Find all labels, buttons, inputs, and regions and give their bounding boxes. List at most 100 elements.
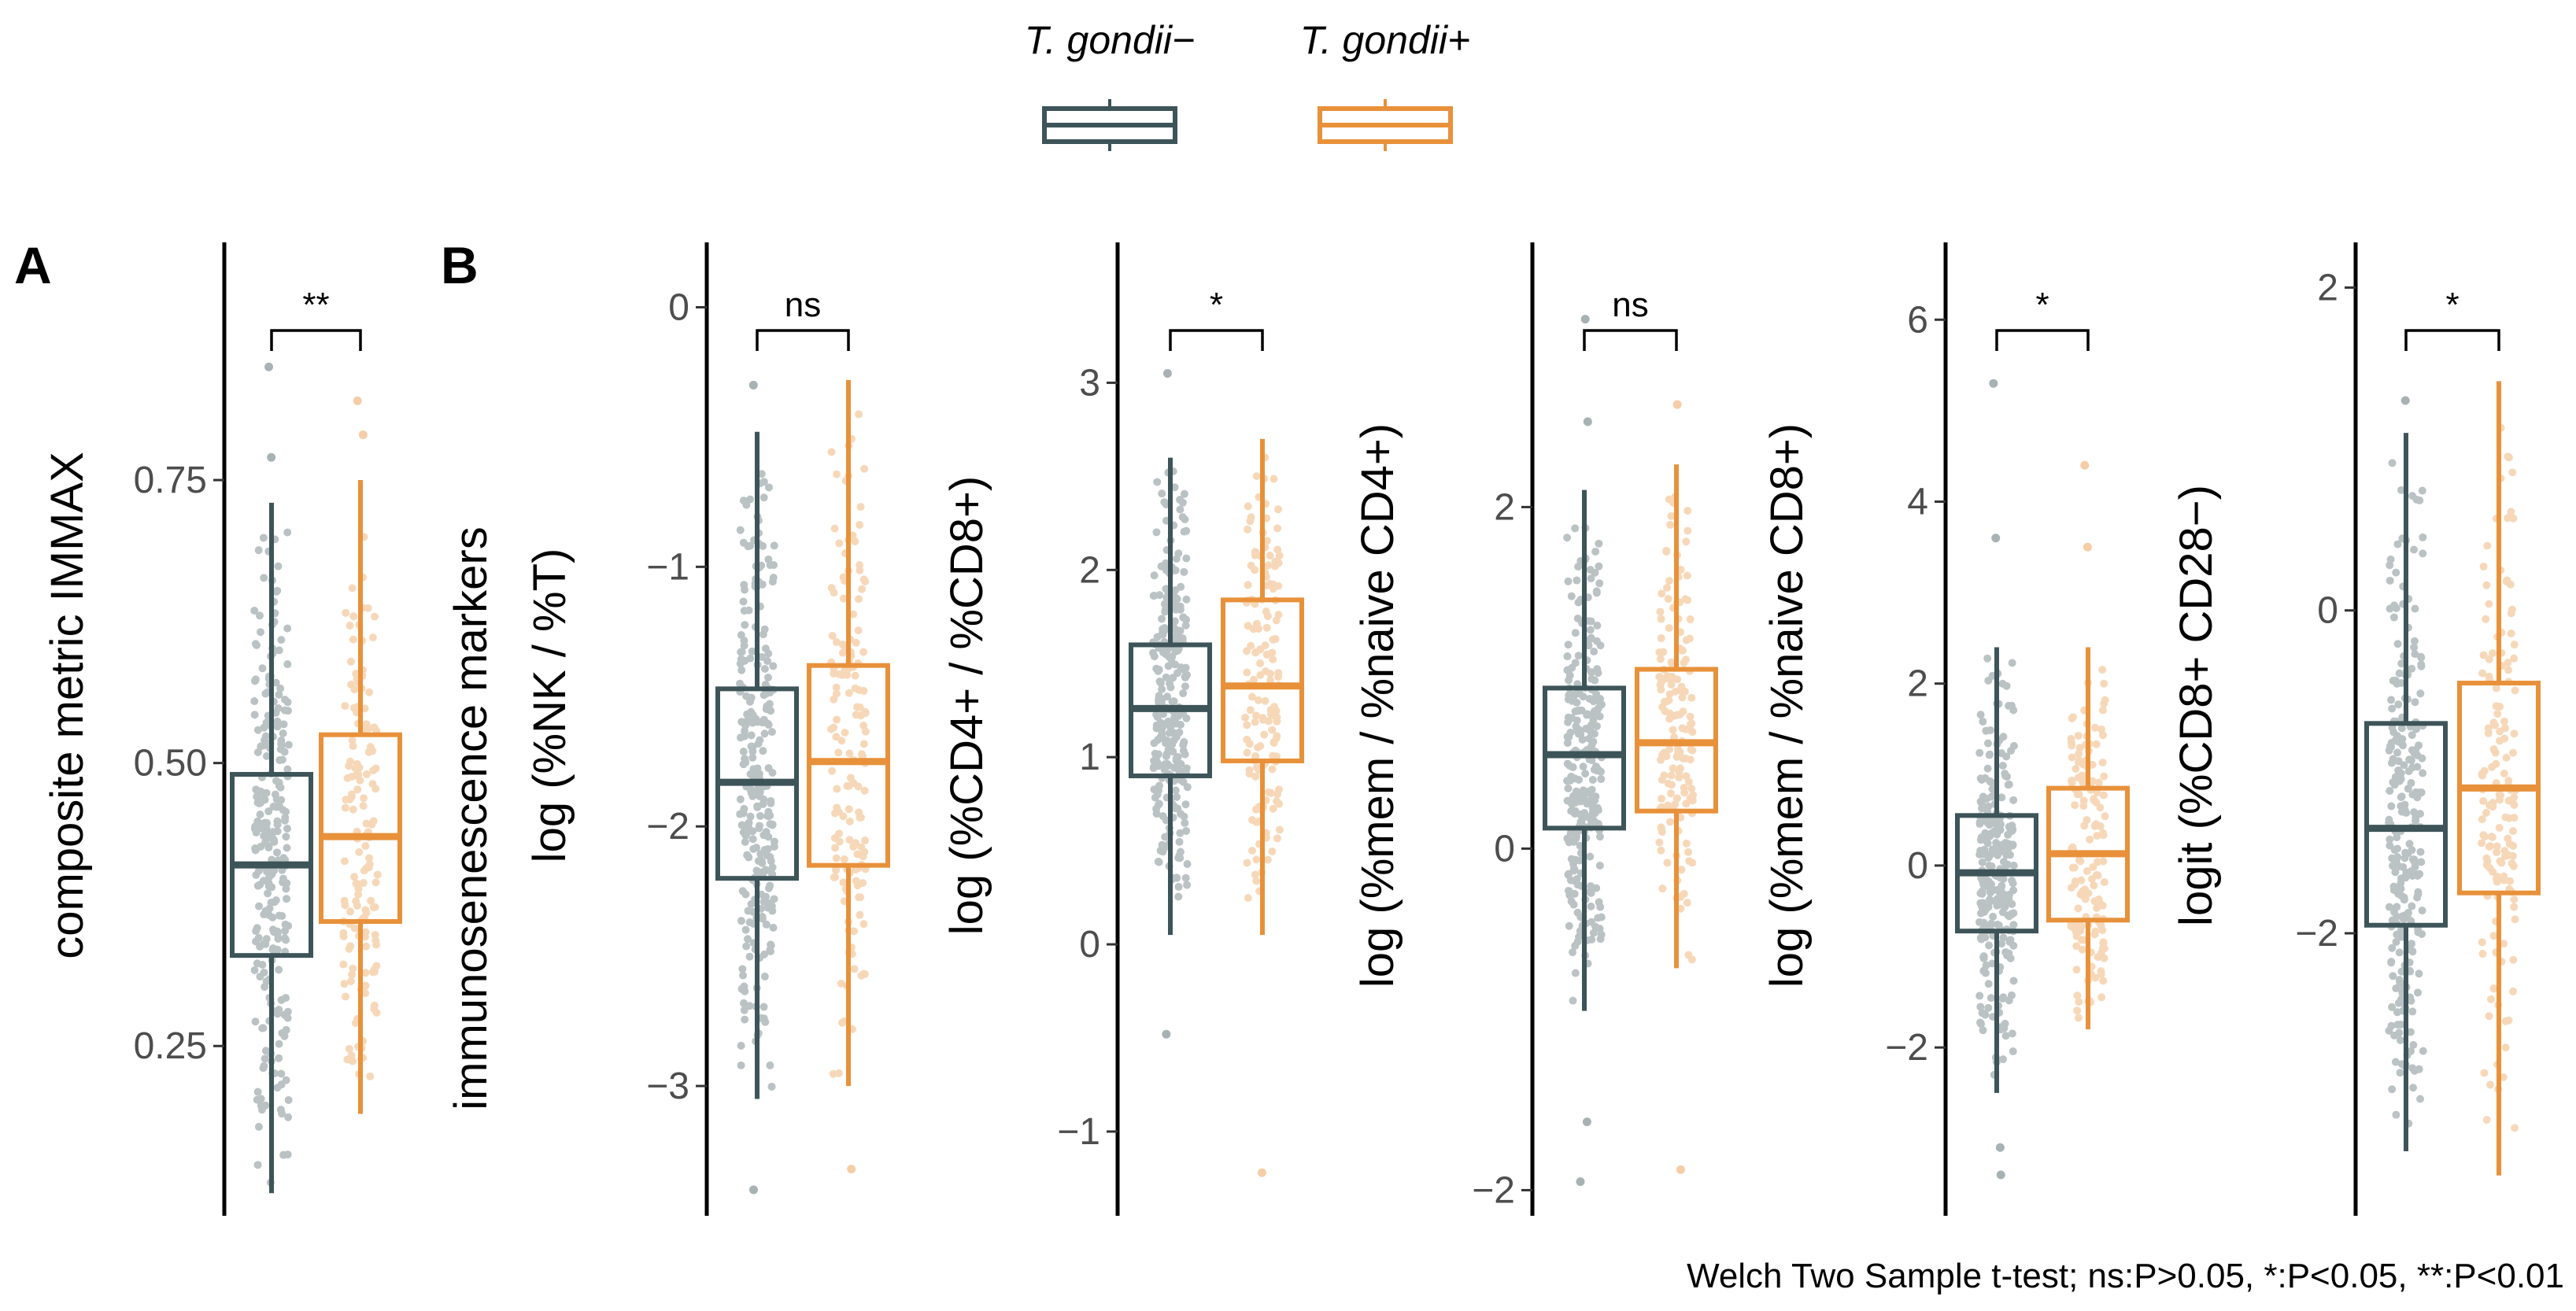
jitter-point — [761, 1017, 770, 1026]
jitter-point — [2002, 851, 2011, 859]
jitter-point — [275, 646, 283, 655]
jitter-point — [2391, 676, 2400, 685]
jitter-point — [256, 810, 264, 818]
jitter-point — [1273, 505, 1282, 514]
jitter-point — [761, 689, 770, 698]
jitter-point — [1580, 811, 1588, 820]
jitter-point — [1995, 848, 2004, 856]
outlier-point — [2083, 542, 2092, 552]
jitter-point — [1676, 566, 1685, 574]
jitter-point — [768, 820, 777, 829]
jitter-point — [1985, 852, 1994, 861]
jitter-point — [1572, 787, 1580, 796]
jitter-point — [278, 1110, 286, 1118]
jitter-point — [2076, 857, 2085, 866]
jitter-point — [2507, 508, 2515, 516]
jitter-point — [275, 756, 284, 765]
jitter-point — [2387, 802, 2396, 811]
jitter-point — [1976, 889, 1985, 898]
jitter-point — [1976, 1018, 1985, 1027]
jitter-point — [343, 774, 352, 782]
jitter-points — [1655, 493, 1698, 964]
jitter-point — [2397, 879, 2405, 888]
jitter-point — [1273, 790, 1281, 799]
jitter-point — [2389, 972, 2397, 980]
jitter-point — [1156, 718, 1165, 727]
jitter-point — [737, 917, 745, 925]
jitter-point — [1984, 1003, 1993, 1012]
jitter-point — [1597, 775, 1606, 784]
jitter-point — [1252, 619, 1261, 628]
jitter-point — [852, 877, 860, 885]
jitter-point — [764, 649, 773, 658]
jitter-point — [2511, 915, 2519, 924]
jitter-point — [1592, 587, 1601, 596]
jitter-point — [2413, 988, 2422, 997]
jitter-point — [1675, 774, 1683, 782]
jitter-point — [1984, 877, 1993, 885]
jitter-point — [2415, 741, 2423, 750]
jitter-point — [253, 798, 262, 807]
jitter-point — [1586, 626, 1595, 634]
jitter-point — [766, 866, 774, 875]
jitter-point — [257, 742, 265, 751]
jitter-point — [1985, 896, 1994, 904]
jitter-point — [2409, 1084, 2418, 1092]
jitter-point — [1156, 678, 1165, 687]
significance-label: ns — [785, 286, 821, 324]
legend-key-tg-positive — [1318, 99, 1453, 151]
jitter-point — [1672, 794, 1681, 803]
jitter-point — [1179, 747, 1188, 755]
jitter-point — [1172, 555, 1181, 563]
jitter-point — [1658, 884, 1667, 893]
jitter-point — [1173, 873, 1181, 882]
jitter-point — [341, 901, 349, 910]
jitter-point — [1270, 738, 1278, 747]
jitter-point — [740, 732, 748, 740]
jitter-point — [737, 718, 746, 726]
jitter-point — [1563, 759, 1572, 768]
jitter-point — [1179, 777, 1188, 786]
jitter-point — [1663, 801, 1672, 810]
jitter-point — [2385, 815, 2393, 824]
jitter-point — [279, 878, 287, 887]
jitter-point — [2510, 793, 2519, 802]
jitter-point — [283, 1150, 292, 1159]
jitter-point — [2075, 758, 2083, 766]
jitter-point — [2495, 790, 2504, 799]
jitter-point — [2398, 912, 2407, 921]
jitter-point — [1597, 913, 1606, 921]
jitter-point — [832, 866, 841, 874]
jitter-point — [834, 829, 843, 838]
jitter-point — [766, 811, 774, 820]
jitter-point — [1658, 751, 1666, 759]
jitter-point — [2396, 978, 2404, 987]
jitter-point — [2400, 761, 2408, 770]
jitter-point — [2071, 880, 2079, 888]
jitter-point — [1998, 908, 2007, 917]
jitter-point — [339, 929, 348, 937]
jitter-point — [284, 1095, 293, 1104]
jitter-point — [2075, 744, 2084, 752]
jitter-point — [255, 800, 264, 808]
jitter-point — [1687, 745, 1695, 754]
jitter-point — [368, 633, 377, 642]
jitter-point — [252, 828, 261, 836]
jitter-point — [1177, 759, 1185, 768]
jitter-point — [1570, 889, 1579, 898]
jitter-point — [1161, 833, 1170, 841]
jitter-point — [758, 912, 767, 921]
jitter-point — [1569, 859, 1578, 868]
jitter-point — [1587, 918, 1596, 926]
jitter-point — [1983, 839, 1992, 848]
jitter-point — [743, 716, 752, 725]
jitter-point — [253, 924, 261, 932]
jitter-point — [1996, 889, 2005, 898]
jitter-point — [859, 920, 868, 929]
jitter-point — [1976, 711, 1985, 719]
jitter-point — [2080, 822, 2089, 830]
jitter-point — [1173, 646, 1182, 655]
jitter-point — [770, 541, 778, 550]
jitter-point — [759, 897, 768, 906]
jitter-point — [359, 802, 368, 811]
